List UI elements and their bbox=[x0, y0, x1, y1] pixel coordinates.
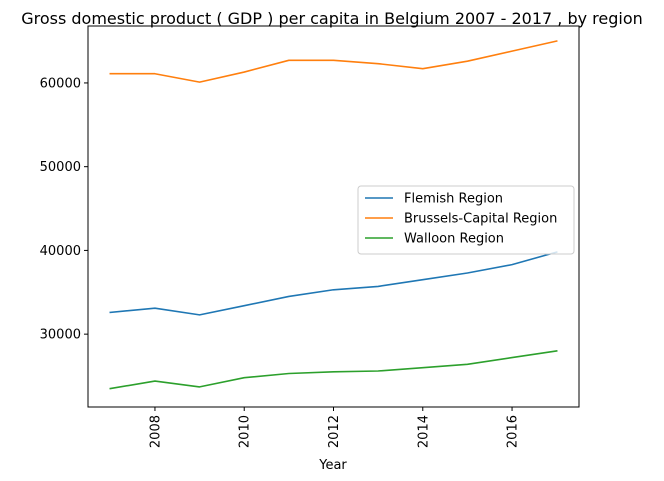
x-axis-label: Year bbox=[318, 458, 347, 473]
x-tick-label: 2014 bbox=[416, 415, 431, 448]
legend: Flemish Region Brussels-Capital Region Wal… bbox=[357, 185, 575, 255]
series-line-walloon-region bbox=[109, 349, 558, 390]
x-tick-label: 2010 bbox=[238, 415, 253, 448]
legend-entry-label: Brussels-Capital Region bbox=[404, 212, 557, 227]
y-tick-label: 50000 bbox=[40, 160, 81, 175]
legend-entry-label: Flemish Region bbox=[404, 192, 503, 207]
series-line-brussels-capital-region bbox=[109, 40, 558, 83]
legend-entry-label: Walloon Region bbox=[404, 232, 504, 247]
y-tick-label: 40000 bbox=[40, 244, 81, 259]
series-line-flemish-region bbox=[109, 251, 558, 316]
series-lines bbox=[109, 40, 558, 390]
chart-title: Gross domestic product ( GDP ) per capit… bbox=[21, 9, 643, 28]
y-tick-label: 30000 bbox=[40, 328, 81, 343]
x-axis: 2008 2010 2012 2014 2016 bbox=[148, 407, 521, 448]
legend-box bbox=[357, 185, 575, 255]
y-axis: 30000 40000 50000 60000 bbox=[40, 76, 88, 343]
x-tick-label: 2008 bbox=[148, 415, 163, 448]
y-tick-label: 60000 bbox=[40, 76, 81, 91]
x-tick-label: 2012 bbox=[327, 415, 342, 448]
x-tick-label: 2016 bbox=[506, 415, 521, 448]
